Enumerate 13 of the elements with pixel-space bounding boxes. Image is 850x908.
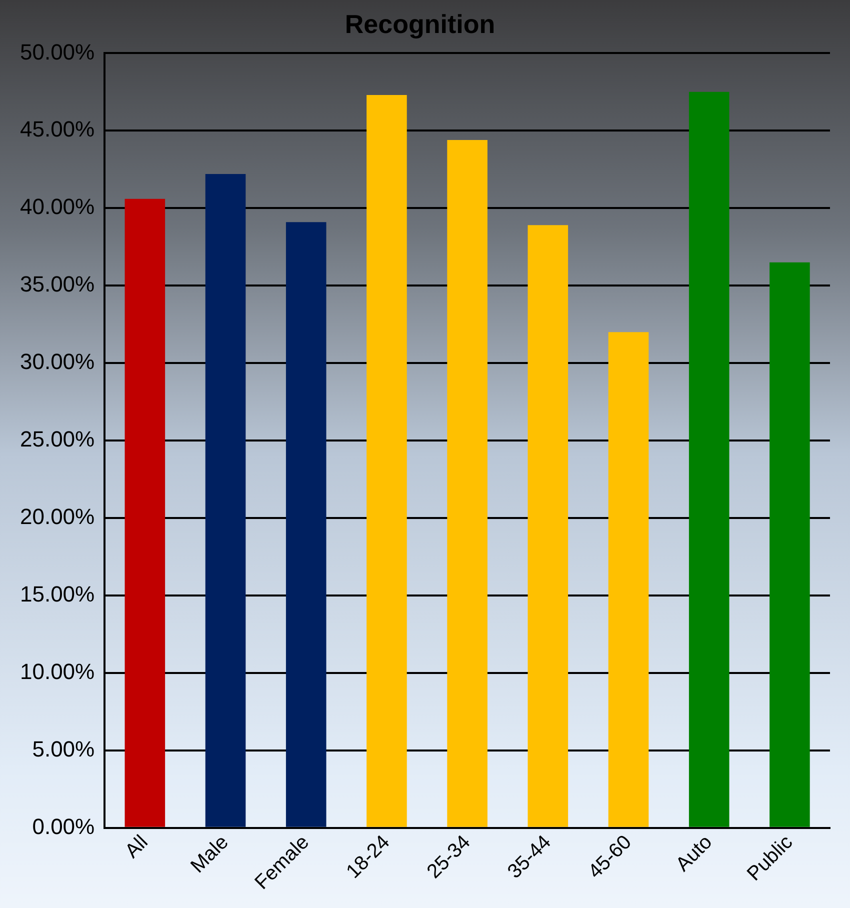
y-tick-label: 40.00% — [20, 194, 95, 220]
y-tick-label: 25.00% — [20, 426, 95, 452]
y-tick-label: 35.00% — [20, 272, 95, 297]
y-tick-label: 45.00% — [20, 116, 95, 142]
y-tick-label: 20.00% — [20, 504, 95, 530]
x-tick-label: All — [121, 831, 152, 863]
y-tick-label: 50.00% — [20, 39, 95, 64]
chart-title: Recognition — [344, 8, 496, 39]
y-tick-label: 30.00% — [20, 349, 95, 374]
y-tick-label: 0.00% — [32, 814, 95, 839]
y-tick-label: 10.00% — [20, 659, 95, 684]
y-tick-label: 5.00% — [32, 736, 95, 762]
y-tick-label: 15.00% — [20, 582, 95, 607]
